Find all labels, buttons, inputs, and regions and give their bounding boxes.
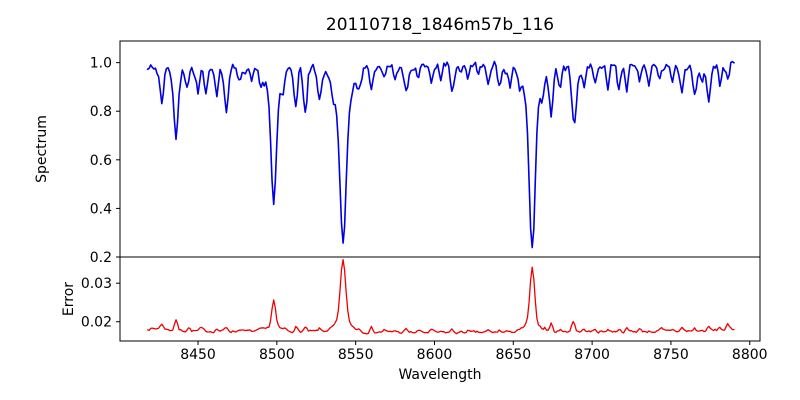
x-tick-label: 8650 xyxy=(495,347,531,363)
x-tick-label: 8450 xyxy=(180,347,216,363)
x-tick-label: 8600 xyxy=(417,347,453,363)
x-tick-label: 8800 xyxy=(732,347,768,363)
error-y-tick-label: 0.02 xyxy=(81,315,112,331)
axis-ticks: 8450 8500 8550 8600 8650 8700 8750 8800 0.2 0.4 0.… xyxy=(81,56,768,363)
data-curves xyxy=(146,60,735,335)
error-y-tick-label: 0.03 xyxy=(81,276,112,292)
spectrum-y-tick-label: 1.0 xyxy=(90,56,112,72)
spectrum-y-tick-label: 0.2 xyxy=(90,250,112,266)
error-line xyxy=(146,259,735,335)
x-tick-label: 8500 xyxy=(259,347,295,363)
spectrum-y-tick-label: 0.4 xyxy=(90,201,112,217)
spectrum-y-tick-label: 0.6 xyxy=(90,153,112,169)
error-y-axis-label: Error xyxy=(61,282,77,316)
chart-title: 20110718_1846m57b_116 xyxy=(326,15,554,35)
x-tick-label: 8750 xyxy=(653,347,689,363)
error-panel-frame xyxy=(119,256,761,342)
spectrum-y-tick-label: 0.8 xyxy=(90,104,112,120)
spectrum-y-axis-label: Spectrum xyxy=(34,115,50,183)
x-tick-label: 8550 xyxy=(338,347,374,363)
spectrum-line xyxy=(146,60,735,249)
x-tick-label: 8700 xyxy=(574,347,610,363)
x-axis-label: Wavelength xyxy=(398,367,481,383)
